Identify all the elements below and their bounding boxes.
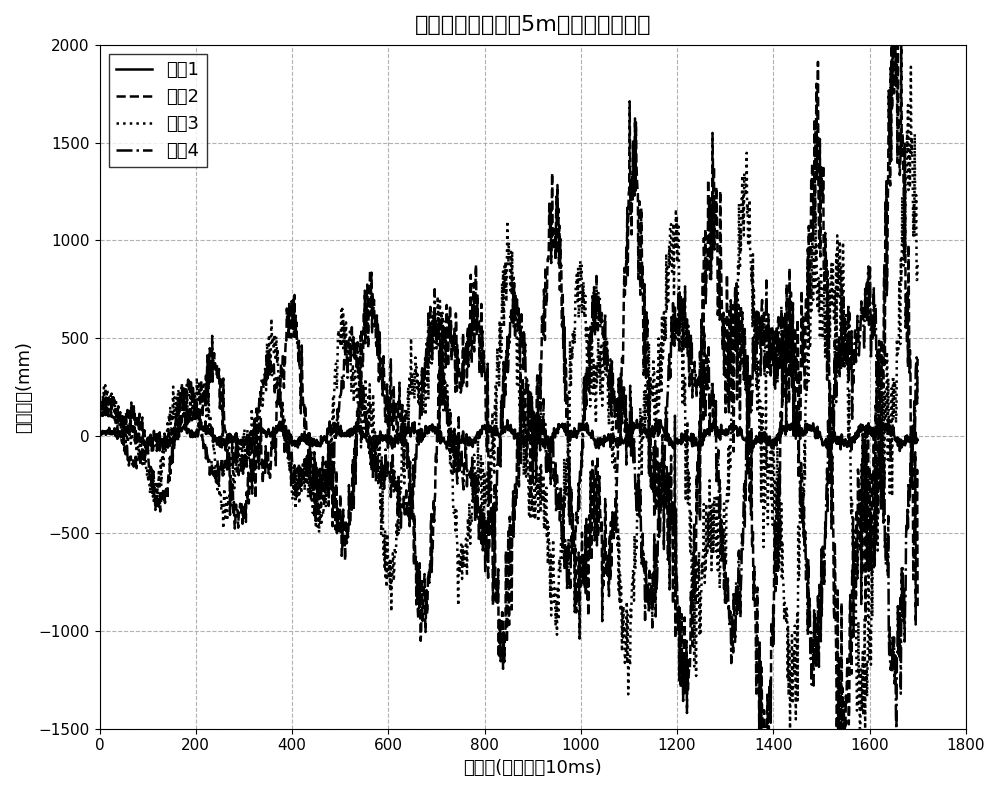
条件1 [94, 430, 106, 440]
条件1 [912, 436, 924, 445]
条件2 [912, 601, 924, 611]
条件3 [556, 554, 568, 563]
条件1 [521, 439, 533, 448]
条件4 [890, 724, 902, 733]
条件4 [520, 384, 532, 394]
条件2 [94, 409, 106, 419]
条件2 [886, 40, 898, 50]
X-axis label: 采样点(两点间隔10ms): 采样点(两点间隔10ms) [463, 759, 602, 777]
条件4 [230, 442, 242, 451]
条件2 [520, 456, 532, 466]
Line: 条件1: 条件1 [100, 419, 918, 452]
条件3 [905, 62, 917, 71]
条件2 [748, 577, 760, 586]
条件4 [556, 524, 568, 533]
条件1 [245, 427, 257, 436]
条件1 [230, 428, 242, 438]
条件3 [94, 404, 106, 413]
条件3 [230, 452, 242, 462]
条件4 [475, 535, 487, 544]
Line: 条件4: 条件4 [100, 266, 918, 729]
Line: 条件2: 条件2 [100, 45, 918, 729]
条件1 [557, 423, 569, 432]
Line: 条件3: 条件3 [100, 67, 918, 729]
条件3 [244, 463, 256, 472]
Legend: 条件1, 条件2, 条件3, 条件4: 条件1, 条件2, 条件3, 条件4 [109, 54, 207, 167]
条件3 [520, 472, 532, 482]
条件4 [94, 409, 106, 418]
条件2 [753, 724, 765, 733]
条件2 [244, 483, 256, 493]
条件4 [912, 354, 924, 364]
条件2 [230, 500, 242, 509]
条件1 [475, 429, 487, 439]
条件3 [475, 450, 487, 459]
条件3 [748, 285, 760, 295]
条件1 [746, 447, 758, 457]
条件4 [748, 343, 760, 352]
条件2 [556, 322, 568, 331]
条件4 [244, 435, 256, 444]
Title: 四旋翼飞行器跟踪5m高度稳态误差图: 四旋翼飞行器跟踪5m高度稳态误差图 [414, 15, 651, 35]
条件3 [784, 724, 796, 733]
Y-axis label: 稳态误差(mm): 稳态误差(mm) [15, 341, 33, 432]
条件4 [863, 261, 875, 271]
条件1 [749, 435, 761, 444]
条件3 [912, 258, 924, 268]
条件1 [194, 414, 206, 424]
条件2 [475, 344, 487, 353]
